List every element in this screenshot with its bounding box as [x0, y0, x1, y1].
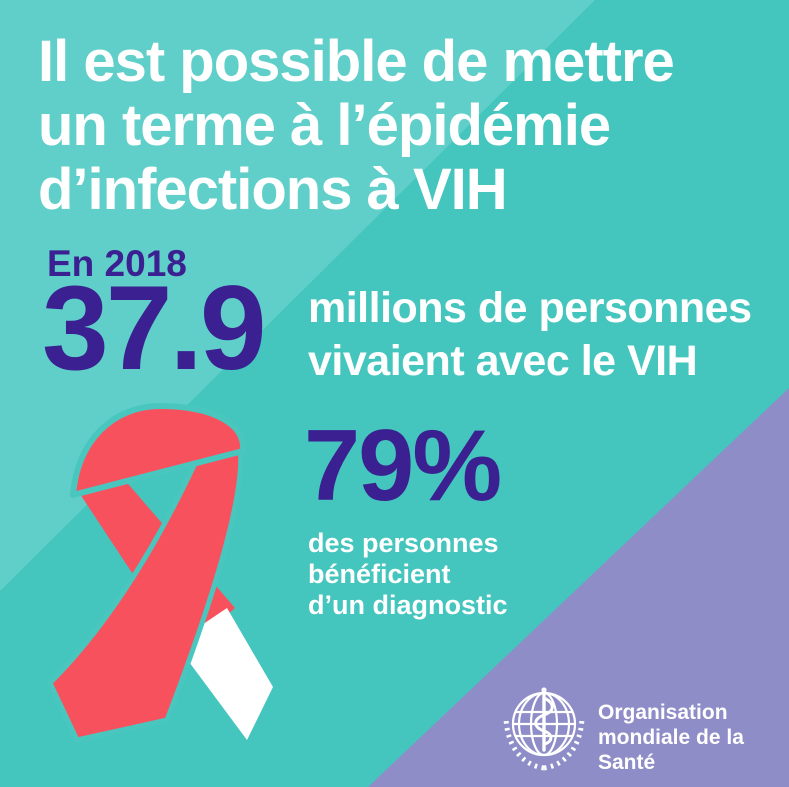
hiv-total-description: millions de personnes vivaient avec le V…	[308, 282, 752, 388]
title-line-3: d’infections à VIH	[38, 157, 508, 222]
diagnosed-desc-line-1: des personnes	[308, 528, 499, 558]
page-title: Il est possible de mettre un terme à l’é…	[38, 30, 778, 222]
aids-ribbon-icon	[47, 403, 273, 743]
hiv-total-desc-line-2: vivaient avec le VIH	[308, 337, 698, 385]
title-line-2: un terme à l’épidémie	[38, 93, 611, 158]
diagnosed-desc-line-2: bénéficient	[308, 559, 451, 589]
org-name: Organisation mondiale de la Santé	[598, 686, 778, 775]
who-logo-icon	[503, 687, 585, 771]
org-name-line-2: mondiale de la Santé	[598, 726, 744, 774]
hiv-total-desc-line-1: millions de personnes	[308, 284, 752, 332]
title-line-1: Il est possible de mettre	[38, 29, 675, 94]
org-name-line-1: Organisation	[598, 701, 728, 724]
diagnosed-description: des personnes bénéficient d’un diagnosti…	[308, 528, 508, 621]
year-label: En 2018	[47, 243, 187, 284]
hiv-total-value: 37.9	[42, 261, 267, 395]
diagnosed-percent-value: 79%	[304, 410, 502, 522]
diagnosed-desc-line-3: d’un diagnostic	[308, 590, 508, 620]
who-footer: Organisation mondiale de la Santé	[498, 686, 778, 776]
